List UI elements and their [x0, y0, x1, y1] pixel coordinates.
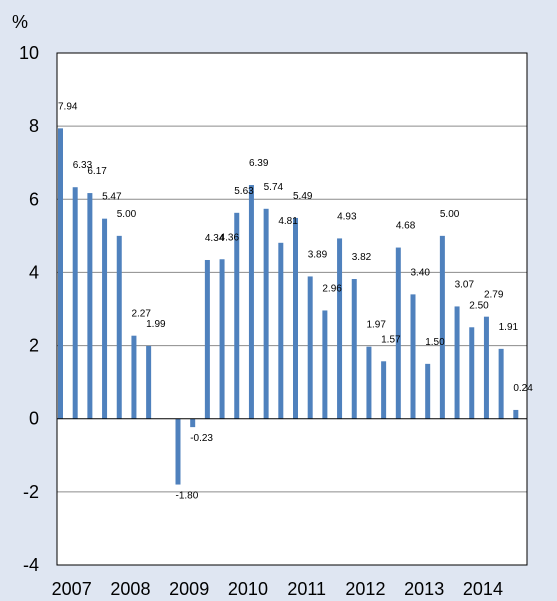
bar: [307, 276, 313, 419]
data-label: 0.24: [513, 383, 533, 394]
bar: [513, 409, 519, 419]
data-label: 4.81: [278, 216, 298, 227]
bar: [425, 363, 431, 419]
bar: [293, 217, 298, 419]
bar: [410, 294, 416, 419]
data-label: 2.50: [469, 300, 489, 311]
data-label: 4.34: [205, 233, 225, 244]
bar: [483, 316, 489, 419]
data-label: 2.96: [322, 283, 342, 294]
bar: [175, 418, 181, 485]
data-label: 5.00: [440, 209, 460, 220]
bar: [263, 208, 269, 419]
data-label: 1.99: [146, 319, 166, 330]
data-label: 6.33: [73, 160, 93, 171]
data-label: 1.91: [499, 322, 519, 333]
bar: [454, 306, 460, 419]
data-label: 3.40: [411, 267, 431, 278]
data-label: 3.89: [308, 249, 328, 260]
data-label: 2.27: [131, 309, 151, 320]
y-axis-unit: %: [12, 12, 28, 32]
y-tick-label: 8: [29, 116, 39, 136]
axes: [56, 52, 528, 566]
data-label: 4.93: [337, 211, 357, 222]
data-label: 4.36: [220, 232, 240, 243]
plot-area: [57, 53, 527, 565]
data-label: 3.07: [455, 279, 475, 290]
bar: [204, 259, 210, 419]
x-tick-label: 2014: [463, 579, 503, 599]
bars: [58, 128, 519, 485]
data-label: 5.63: [234, 186, 254, 197]
bar: [58, 128, 63, 419]
bar: [381, 361, 387, 419]
y-tick-label: 0: [29, 409, 39, 429]
bar: [131, 335, 137, 419]
x-tick-label: 2011: [287, 579, 326, 599]
bar: [366, 346, 372, 419]
y-tick-label: 10: [19, 43, 39, 63]
data-label: 7.94: [58, 101, 78, 112]
x-tick-label: 2013: [404, 579, 444, 599]
data-label: 6.17: [87, 166, 107, 177]
bar: [87, 193, 93, 419]
bar: [190, 418, 196, 428]
bar: [469, 327, 475, 419]
data-labels: 7.94 6.336.17 5.47 5.00 2.271.99 -1.80 -0.23 4.…: [58, 101, 533, 501]
bar: [439, 235, 445, 419]
bar: [116, 235, 122, 419]
data-label: 2.79: [484, 290, 504, 301]
data-label: 4.68: [396, 221, 416, 232]
data-label: -1.80: [176, 491, 199, 502]
x-tick-label: 2008: [110, 579, 150, 599]
plot-frame: [56, 52, 528, 566]
bar: [219, 259, 225, 419]
bar: [248, 185, 254, 419]
bar: [395, 247, 401, 419]
bar: [351, 279, 357, 419]
x-tick-label: 2009: [169, 579, 209, 599]
data-label: 1.97: [366, 320, 386, 331]
bar: [498, 348, 504, 419]
x-tick-labels: 2007 2008 2009 2010 2011 2012 2013 2014: [52, 579, 503, 599]
bar: [322, 310, 328, 419]
x-tick-label: 2012: [345, 579, 385, 599]
data-label: 5.74: [264, 182, 284, 193]
data-label: 1.57: [381, 334, 401, 345]
data-label: 6.39: [249, 158, 269, 169]
y-tick-label: 4: [29, 262, 39, 282]
data-label: 1.50: [425, 337, 445, 348]
y-tick-label: -4: [23, 555, 39, 575]
bar: [337, 238, 343, 419]
bar: [102, 218, 108, 419]
bar: [72, 187, 78, 419]
data-label: -0.23: [190, 433, 213, 444]
x-tick-label: 2007: [52, 579, 92, 599]
data-label: 5.47: [102, 192, 122, 203]
data-label: 3.82: [352, 252, 372, 263]
bar: [278, 242, 284, 419]
y-tick-label: 6: [29, 189, 39, 209]
bar: [146, 345, 152, 419]
x-tick-label: 2010: [228, 579, 268, 599]
data-label: 5.49: [293, 191, 313, 202]
bar: [234, 212, 240, 419]
y-tick-label: 2: [29, 336, 39, 356]
data-label: 5.00: [117, 209, 137, 220]
y-tick-labels: 10 8 6 4 2 0 -2 -4: [19, 43, 39, 575]
y-tick-label: -2: [23, 482, 39, 502]
